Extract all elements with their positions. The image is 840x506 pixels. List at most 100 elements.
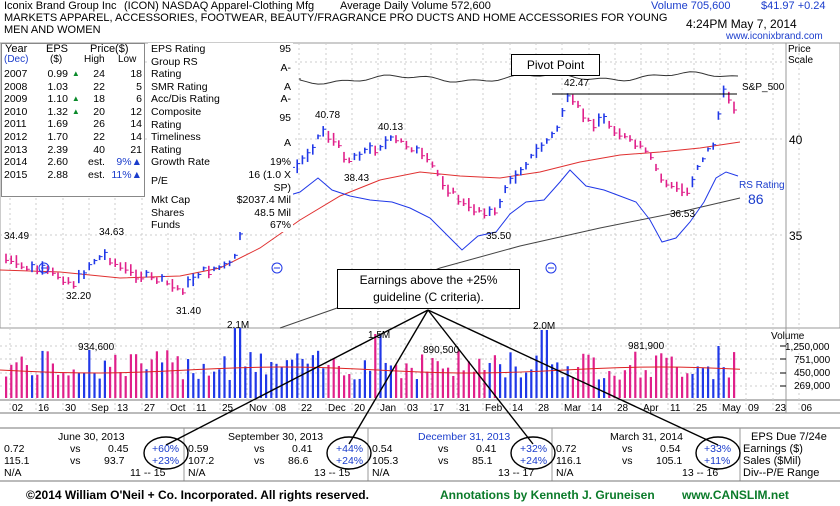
x-axis-label: 31 [459, 403, 471, 414]
volume-tick-1: 1,250,000 [785, 342, 830, 353]
volume-bar [98, 378, 101, 398]
eps-cell-tri [70, 81, 82, 94]
price-bar [566, 93, 571, 103]
quarter-vs: vs [438, 443, 449, 455]
legend-pe-range: Div--P/E Range [743, 467, 820, 479]
quarter-eps-change: +32% [520, 443, 548, 455]
volume-bar [20, 356, 23, 398]
price-bar [10, 255, 15, 264]
volume-bar [46, 351, 49, 398]
volume-average-line [0, 366, 741, 374]
eps-cell-high: 40 [93, 143, 105, 156]
x-axis-label: 20 [354, 403, 366, 414]
volume-bar [525, 372, 528, 398]
price-bar [540, 142, 545, 152]
volume-bar [161, 362, 164, 398]
x-axis-label: 17 [433, 403, 445, 414]
volume-bar [77, 372, 80, 398]
price-bar [691, 176, 696, 188]
eps-row: 2014 2.60 est. 9%▲ [2, 156, 144, 169]
volume-bar [545, 330, 548, 398]
x-axis-label: 08 [275, 403, 287, 414]
x-axis-label: 11 [670, 403, 681, 414]
eps-cell-low: 6 [136, 93, 142, 106]
volume-bar [176, 356, 179, 398]
eps-cell-high: 26 [93, 118, 105, 131]
x-axis-label: 28 [617, 403, 629, 414]
price-bar [311, 144, 316, 155]
volume-bar [207, 375, 210, 398]
quarter-pe-range: 13 -- 15 [314, 467, 351, 479]
rating-value: 95 [279, 43, 291, 55]
ticker-exchange: (ICON) NASDAQ Apparel-Clothing Mfg [124, 0, 315, 12]
eps-cell-year: 2015 [4, 168, 28, 181]
x-axis-label: May [722, 403, 741, 414]
price-bar [405, 140, 410, 150]
price-bar [93, 258, 98, 265]
x-axis-label: 02 [12, 403, 24, 414]
volume-bar [733, 352, 736, 398]
rating-label: EPS Rating [151, 43, 206, 55]
rating-row: EPS Rating 95 [149, 43, 293, 56]
volume-label-2-1m: 2.1M [227, 320, 250, 331]
volume-bar [62, 373, 65, 398]
rating-label: Acc/Dis Rating [151, 93, 220, 106]
price-label-42-47: 42.47 [564, 78, 590, 89]
volume-bar [504, 377, 507, 398]
price-bar [504, 185, 509, 194]
volume-bar [332, 358, 335, 398]
earnings-callout-line1: Earnings above the +25% [359, 273, 498, 287]
price-bar [98, 255, 103, 261]
eps-cell-tri [70, 156, 82, 169]
eps-cell-year: 2008 [4, 80, 28, 93]
price-bar [239, 231, 243, 241]
eps-row: 2007 0.99 ▲ 24 18 [2, 68, 144, 81]
price-bar [483, 208, 488, 219]
price-bar [670, 182, 675, 189]
eps-col-year: Year [5, 43, 28, 55]
volume-bar [389, 365, 392, 398]
rating-value: A- [280, 61, 292, 74]
volume-bar [275, 363, 278, 398]
price-bar [582, 108, 587, 123]
price-bar [119, 262, 124, 271]
volume-bar [665, 357, 668, 398]
price-bar [415, 145, 420, 154]
volume-bar [421, 354, 424, 398]
price-bars [5, 85, 737, 295]
volume-today: Volume 705,600 [651, 0, 731, 12]
price-tick-35: 35 [789, 229, 803, 243]
relative-strength-line [234, 169, 739, 251]
volume-bar [88, 350, 91, 398]
volume-bar [467, 361, 470, 398]
volume-bar [483, 369, 486, 398]
x-axis-label: 30 [65, 403, 77, 414]
price-bar [353, 152, 358, 161]
eps-row: 2008 1.03 22 5 [2, 81, 144, 94]
rating-value: 19% [269, 156, 291, 169]
rating-value: 48.5 Mil [254, 206, 291, 219]
rating-value: 95 [279, 112, 291, 125]
rating-label: P/E [151, 175, 168, 188]
price-bar [182, 288, 186, 295]
volume-bar [473, 371, 476, 398]
volume-bar [696, 366, 699, 398]
price-bar [337, 140, 342, 149]
price-bar [228, 260, 233, 267]
volume-bar [5, 376, 8, 398]
volume-bar [519, 377, 522, 398]
price-bar [608, 120, 613, 129]
volume-bar [306, 363, 309, 398]
quarter-vs-2: vs [622, 455, 633, 467]
price-bar [389, 135, 394, 141]
price-bar [104, 249, 108, 260]
price-bar [525, 162, 529, 170]
quarter-eps-prior: 0.45 [108, 443, 129, 455]
volume-bar [426, 371, 429, 398]
rating-label: Growth Rate [151, 156, 210, 169]
volume-bar [265, 374, 268, 398]
rating-label: Timeliness Rating [151, 131, 201, 156]
price-bar [5, 253, 9, 264]
volume-bar [140, 363, 143, 398]
rating-label: Shares [151, 206, 185, 219]
